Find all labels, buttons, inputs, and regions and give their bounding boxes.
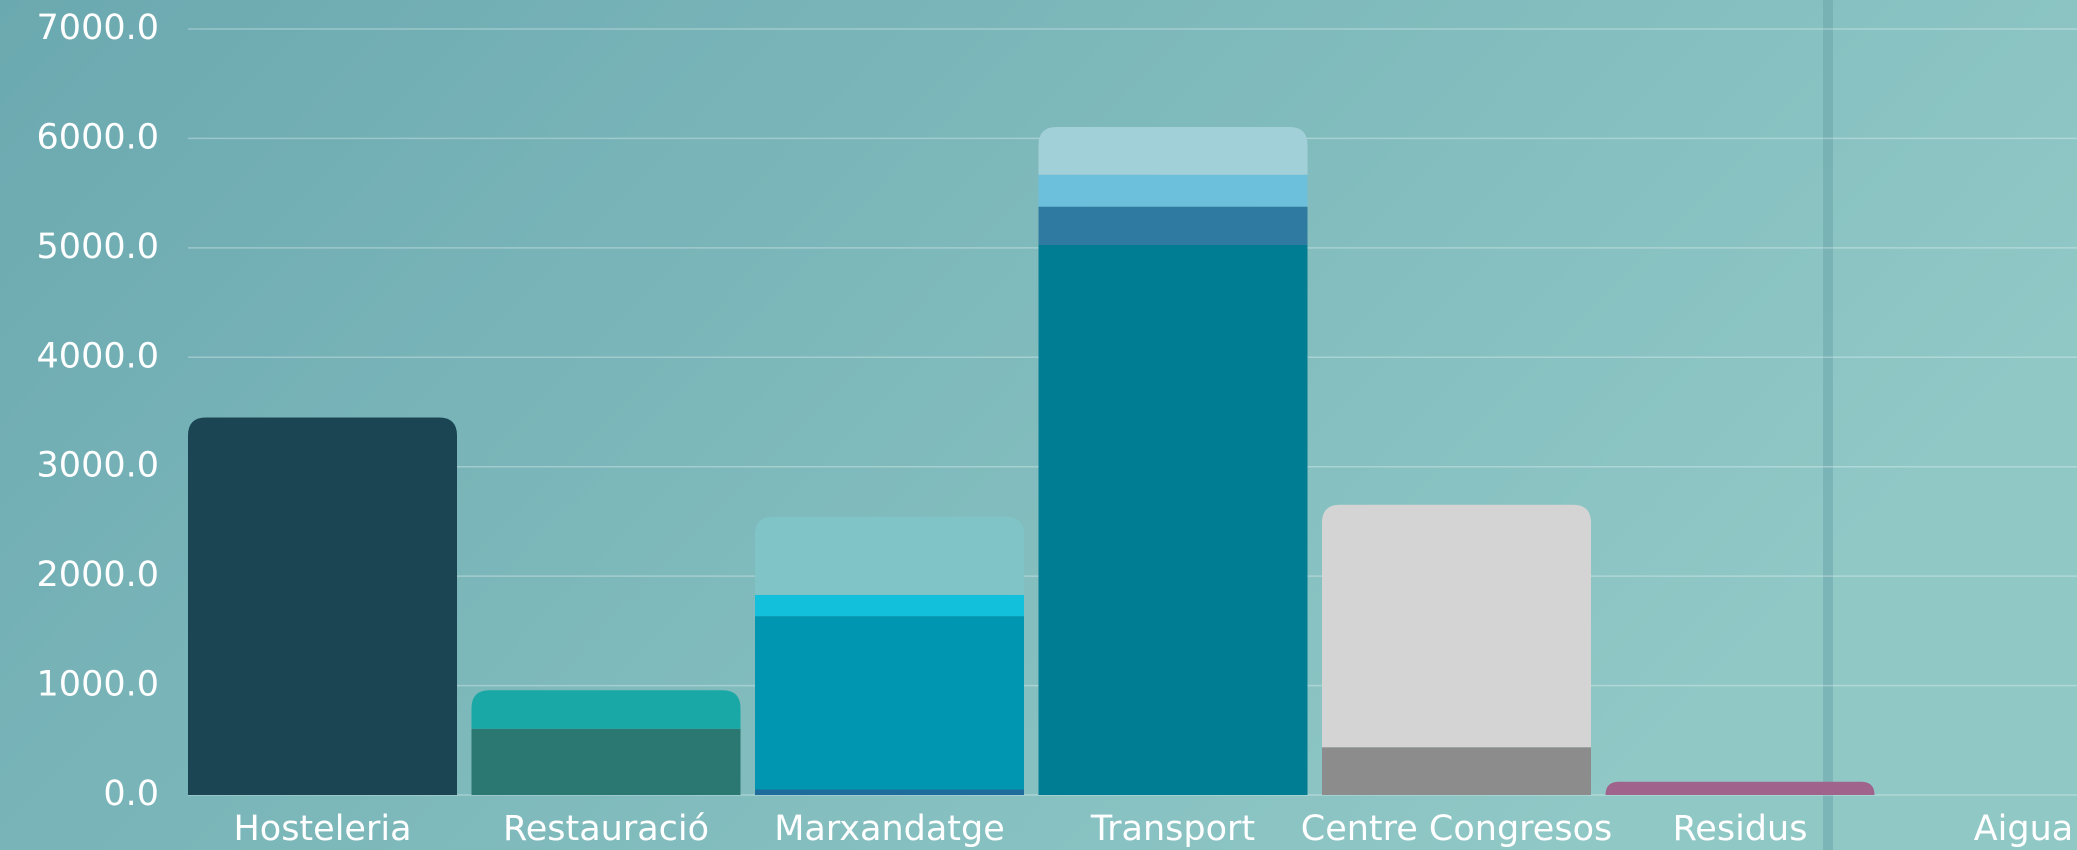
bar-segment (1322, 747, 1591, 795)
y-tick-label: 5000.0 (37, 227, 159, 267)
bar-segment (188, 417, 457, 795)
bar-segment (1606, 782, 1875, 795)
page: 0.0 1000.0 2000.0 3000.0 4000.0 5000.0 6000.0 7… (0, 0, 2077, 850)
bar-segment (1039, 175, 1308, 207)
bar-segment (1322, 505, 1591, 747)
bar-segment (472, 690, 741, 729)
y-tick-label: 4000.0 (37, 336, 159, 376)
bar-segment (472, 729, 741, 795)
x-tick-label: Aigua (1974, 809, 2074, 849)
x-tick-label: Residus (1673, 809, 1808, 849)
bar-segment (1039, 245, 1308, 795)
bar-segment (1039, 207, 1308, 245)
y-tick-label: 0.0 (103, 774, 159, 814)
bar-segment (755, 595, 1024, 616)
y-tick-label: 7000.0 (37, 8, 159, 48)
y-tick-label: 2000.0 (37, 555, 159, 595)
y-tick-label: 6000.0 (37, 117, 159, 157)
y-tick-label: 3000.0 (37, 446, 159, 486)
bar-segment (1039, 127, 1308, 175)
x-tick-label: Restauració (503, 809, 709, 849)
bar-segment (755, 517, 1024, 595)
x-tick-label: Marxandatge (774, 809, 1005, 849)
y-tick-label: 1000.0 (37, 665, 159, 705)
x-tick-label: Centre Congresos (1301, 809, 1612, 849)
bar-segment (755, 616, 1024, 789)
chart: 0.0 1000.0 2000.0 3000.0 4000.0 5000.0 6000.0 7… (0, 0, 2077, 850)
bar-segment (755, 790, 1024, 795)
x-tick-label: Transport (1090, 809, 1255, 849)
x-tick-label: Hosteleria (233, 809, 411, 849)
